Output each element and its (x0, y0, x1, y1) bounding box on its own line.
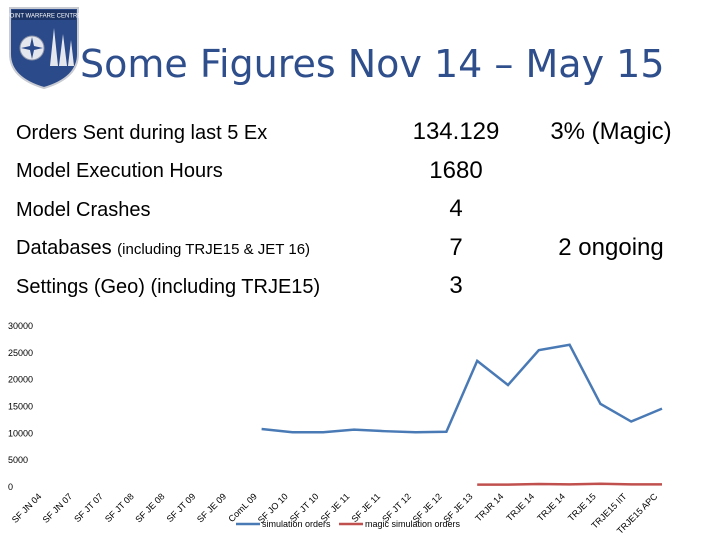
stat-value-execution-hours: 1680 (429, 157, 483, 184)
x-tick-label: TRJE 14 (535, 491, 567, 523)
x-tick-label: SF JT 08 (103, 491, 136, 524)
series-line-simulation-orders (261, 343, 663, 434)
y-tick-label: 30000 (8, 321, 33, 331)
series-line-magic-simulation-orders (477, 482, 662, 486)
legend-label: magic simulation orders (365, 519, 461, 529)
x-tick-label: TRJE 14 (504, 491, 536, 523)
stat-value-databases: 7 (449, 234, 463, 261)
stat-label-databases: Databases (including TRJE15 & JET 16) (16, 237, 311, 259)
x-tick-label: SF JT 07 (72, 491, 105, 524)
x-tick-label: TRJE 15 (566, 491, 598, 523)
x-tick-label: SF JE 08 (133, 491, 166, 524)
y-tick-label: 5000 (8, 455, 28, 465)
x-tick-label: ComL 09 (226, 491, 259, 524)
logo-text: JOINT WARFARE CENTRE (7, 14, 82, 20)
stat-label-settings: Settings (Geo) (including TRJE15) (16, 276, 321, 298)
legend-label: simulation orders (262, 519, 331, 529)
x-tick-label: SF JN 04 (10, 491, 44, 525)
x-tick-label: TRJR 14 (473, 491, 505, 523)
x-tick-label: SF JE 09 (195, 491, 228, 524)
y-tick-label: 15000 (8, 402, 33, 412)
y-tick-label: 25000 (8, 348, 33, 358)
joint-warfare-centre-logo: JOINT WARFARE CENTRE (7, 7, 82, 90)
stat-label-execution-hours: Model Execution Hours (16, 160, 223, 182)
stat-note-magic: 3% (Magic) (550, 118, 672, 145)
y-tick-label: 0 (8, 482, 13, 492)
stat-label-model-crashes: Model Crashes (16, 199, 151, 221)
y-tick-label: 20000 (8, 375, 33, 385)
y-tick-label: 10000 (8, 428, 33, 438)
stat-value-model-crashes: 4 (449, 195, 463, 222)
stat-note-ongoing: 2 ongoing (558, 234, 664, 261)
stat-label-orders: Orders Sent during last 5 Ex (16, 122, 268, 144)
stat-value-settings: 3 (449, 272, 463, 299)
page-title: Some Figures Nov 14 – May 15 (80, 42, 665, 86)
stat-value-orders: 134.129 (412, 118, 500, 145)
x-tick-label: SF JN 07 (41, 491, 75, 525)
x-tick-label: SF JT 09 (165, 491, 198, 524)
